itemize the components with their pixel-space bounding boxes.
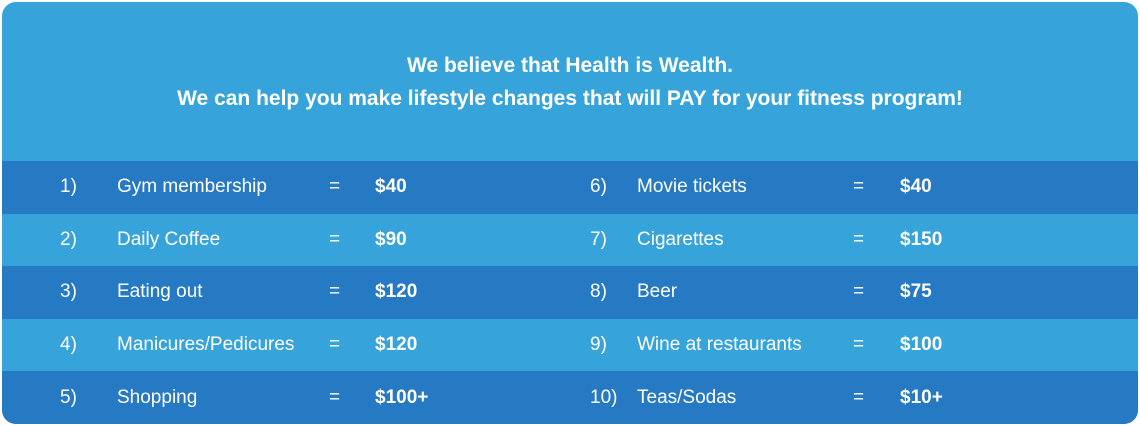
equals-sign: =	[853, 334, 865, 356]
list-item: 10) Teas/Sodas = $10+	[570, 371, 1138, 424]
item-number: 6)	[590, 176, 607, 198]
item-number: 4)	[60, 334, 77, 356]
expense-table: 1) Gym membership = $40 6) Movie tickets…	[2, 161, 1138, 424]
item-number: 8)	[590, 281, 607, 303]
item-value: $150	[900, 228, 943, 250]
equals-sign: =	[853, 228, 865, 250]
list-item: 6) Movie tickets = $40	[570, 161, 1138, 214]
item-value: $120	[375, 281, 418, 303]
item-number: 9)	[590, 334, 607, 356]
item-label: Teas/Sodas	[637, 386, 737, 408]
list-item: 7) Cigarettes = $150	[570, 214, 1138, 267]
item-number: 2)	[60, 228, 77, 250]
equals-sign: =	[853, 281, 865, 303]
table-row: 5) Shopping = $100+ 10) Teas/Sodas = $10…	[2, 371, 1138, 424]
item-label: Manicures/Pedicures	[117, 334, 295, 356]
equals-sign: =	[853, 176, 865, 198]
header-line-1: We believe that Health is Wealth.	[407, 53, 733, 77]
item-label: Wine at restaurants	[637, 334, 802, 356]
item-label: Movie tickets	[637, 176, 747, 198]
item-value: $10+	[900, 386, 943, 408]
equals-sign: =	[329, 386, 341, 408]
item-value: $90	[375, 228, 407, 250]
item-label: Shopping	[117, 386, 198, 408]
list-item: 1) Gym membership = $40	[2, 161, 570, 214]
card-header: We believe that Health is Wealth. We can…	[2, 2, 1138, 161]
list-item: 9) Wine at restaurants = $100	[570, 319, 1138, 372]
equals-sign: =	[329, 281, 341, 303]
equals-sign: =	[329, 228, 341, 250]
list-item: 2) Daily Coffee = $90	[2, 214, 570, 267]
item-number: 7)	[590, 228, 607, 250]
list-item: 3) Eating out = $120	[2, 266, 570, 319]
equals-sign: =	[329, 176, 341, 198]
item-number: 5)	[60, 386, 77, 408]
item-value: $40	[900, 176, 932, 198]
list-item: 8) Beer = $75	[570, 266, 1138, 319]
header-line-2: We can help you make lifestyle changes t…	[177, 86, 963, 110]
table-row: 3) Eating out = $120 8) Beer = $75	[2, 266, 1138, 319]
table-row: 4) Manicures/Pedicures = $120 9) Wine at…	[2, 319, 1138, 372]
item-number: 1)	[60, 176, 77, 198]
item-value: $100	[900, 334, 943, 356]
item-label: Beer	[637, 281, 678, 303]
list-item: 5) Shopping = $100+	[2, 371, 570, 424]
item-number: 10)	[590, 386, 618, 408]
item-value: $75	[900, 281, 932, 303]
equals-sign: =	[853, 386, 865, 408]
item-label: Cigarettes	[637, 228, 724, 250]
item-number: 3)	[60, 281, 77, 303]
item-value: $100+	[375, 386, 429, 408]
item-value: $40	[375, 176, 407, 198]
equals-sign: =	[329, 334, 341, 356]
table-row: 1) Gym membership = $40 6) Movie tickets…	[2, 161, 1138, 214]
table-row: 2) Daily Coffee = $90 7) Cigarettes = $1…	[2, 214, 1138, 267]
item-label: Gym membership	[117, 176, 267, 198]
item-label: Daily Coffee	[117, 228, 221, 250]
list-item: 4) Manicures/Pedicures = $120	[2, 319, 570, 372]
item-value: $120	[375, 334, 418, 356]
item-label: Eating out	[117, 281, 203, 303]
